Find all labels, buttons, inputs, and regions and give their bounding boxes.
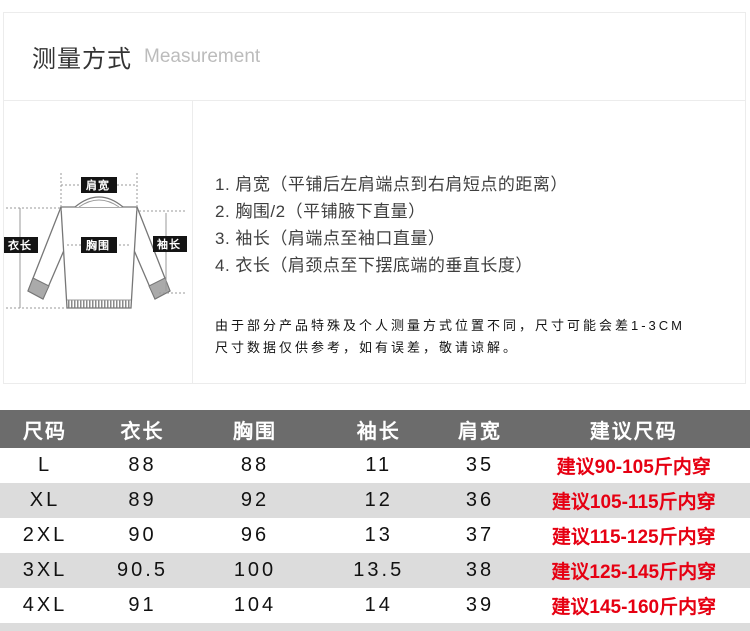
cell-length: 90.5 [117,559,168,581]
size-table: 尺码 衣长 胸围 袖长 肩宽 建议尺码 L 88 88 11 35 建议90-1… [0,410,750,631]
cell-length: 90 [128,524,157,546]
cell-sleeve: 14 [364,594,393,616]
cell-shoulder: 38 [465,559,495,581]
cell-length: 88 [128,454,157,476]
panel-header: 测量方式 Measurement [4,13,745,101]
table-row: XL 89 92 12 36 建议105-115斤内穿 [0,483,750,518]
cell-size: 3XL [22,559,68,581]
col-header-suggestion: 建议尺码 [589,420,678,443]
measurement-panel: 测量方式 Measurement [3,12,746,384]
cell-size: 2XL [22,524,68,546]
cell-suggestion: 建议105-115斤内穿 [551,492,716,513]
instruction-item: 4. 衣长（肩颈点至下摆底端的垂直长度） [215,256,533,275]
cell-size: XL [29,489,61,511]
table-row: L 88 88 11 35 建议90-105斤内穿 [0,448,750,483]
cell-shoulder: 39 [465,594,495,616]
cell-shoulder: 35 [465,454,495,476]
cell-chest: 92 [240,489,270,511]
instructions-cell: 1. 肩宽（平铺后左肩端点到右肩短点的距离） 2. 胸围/2（平铺腋下直量） 3… [193,101,745,383]
sweater-diagram: 肩宽 衣长 胸围 袖长 [4,173,187,309]
col-header-length: 衣长 [120,420,165,443]
cell-sleeve: 11 [365,454,393,476]
cell-suggestion: 建议90-105斤内穿 [556,457,711,478]
instruction-list: 1. 肩宽（平铺后左肩端点到右肩短点的距离） 2. 胸围/2（平铺腋下直量） 3… [215,171,745,279]
table-row: 2XL 90 96 13 37 建议115-125斤内穿 [0,518,750,553]
table-row: 3XL 90.5 100 13.5 38 建议125-145斤内穿 [0,553,750,588]
instruction-item: 2. 胸围/2（平铺腋下直量） [215,202,426,221]
cell-size: 4XL [22,594,68,616]
chest-label: 胸围 [86,238,110,252]
cell-sleeve: 13.5 [353,559,405,581]
table-row-partial [0,623,750,631]
size-table-header: 尺码 衣长 胸围 袖长 肩宽 建议尺码 [0,410,750,448]
cell-length: 89 [128,489,157,511]
col-header-chest: 胸围 [233,420,277,443]
page-subtitle: Measurement [144,45,261,67]
cell-suggestion: 建议145-160斤内穿 [551,597,717,618]
diagram-labels: 肩宽 衣长 胸围 袖长 [4,177,187,253]
cell-chest: 96 [240,524,270,546]
sleeve-length-label: 袖长 [157,237,181,251]
collar-outer [74,196,124,208]
cell-length: 91 [128,594,157,616]
cell-shoulder: 37 [465,524,495,546]
cell-chest: 100 [233,559,277,581]
cell-size: L [37,454,53,476]
table-row: 4XL 91 104 14 39 建议145-160斤内穿 [0,588,750,623]
instruction-item: 1. 肩宽（平铺后左肩端点到右肩短点的距离） [215,175,568,194]
garment-diagram-cell: 肩宽 衣长 胸围 袖长 [4,101,193,383]
cell-chest: 104 [233,594,277,616]
collar-inner [78,199,120,208]
col-header-shoulder: 肩宽 [458,420,502,443]
instruction-item: 3. 袖长（肩端点至袖口直量） [215,229,446,248]
page-title: 测量方式 [32,46,132,73]
panel-body: 肩宽 衣长 胸围 袖长 1. 肩宽（平铺后左肩端点到右肩短点的距离） 2. 胸围… [4,101,745,383]
shoulder-width-label: 肩宽 [86,178,110,192]
disclaimer-line: 尺寸数据仅供参考，如有误差，敬请谅解。 [215,340,520,355]
disclaimer-note: 由于部分产品特殊及个人测量方式位置不同，尺寸可能会差1-3CM 尺寸数据仅供参考… [215,315,745,359]
cell-suggestion: 建议125-145斤内穿 [551,562,717,583]
sweater-body [60,206,138,309]
cell-chest: 88 [240,454,270,476]
disclaimer-line: 由于部分产品特殊及个人测量方式位置不同，尺寸可能会差1-3CM [215,318,686,333]
cell-suggestion: 建议115-125斤内穿 [551,527,716,548]
cell-sleeve: 13 [364,524,393,546]
cell-sleeve: 12 [364,489,393,511]
cell-shoulder: 36 [465,489,495,511]
col-header-sleeve: 袖长 [356,420,401,443]
right-cuff [148,277,171,300]
col-header-size: 尺码 [23,420,67,443]
left-cuff [27,277,50,300]
garment-length-label: 衣长 [8,238,32,252]
